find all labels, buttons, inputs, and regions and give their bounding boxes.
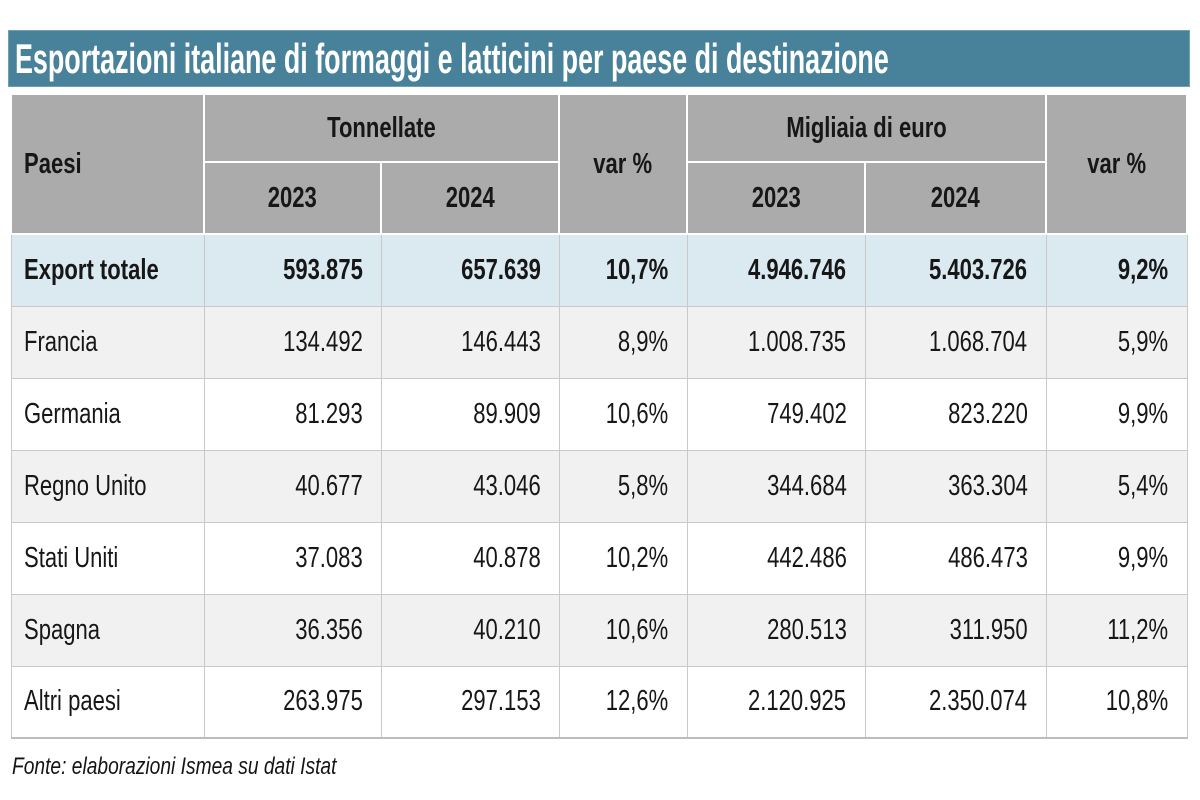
value-cell: 11,2% xyxy=(1045,593,1188,667)
header-year-row: 2023 2024 2023 2024 xyxy=(11,161,1187,235)
table-row-export-totale: Export totale 593.875 657.639 10,7% 4.94… xyxy=(10,233,1188,307)
value-cell: 486.473 xyxy=(864,521,1047,595)
figure-title-bar: Esportazioni italiane di formaggi e latt… xyxy=(8,30,1190,87)
value-cell: 9,2% xyxy=(1045,233,1188,307)
value-cell: 8,9% xyxy=(558,305,688,379)
value-cell: 10,6% xyxy=(558,377,688,451)
value-cell: 10,8% xyxy=(1045,665,1188,739)
table-row-regno-unito: Regno Unito 40.677 43.046 5,8% 344.684 3… xyxy=(10,449,1188,523)
country-cell: Germania xyxy=(10,377,205,451)
table-row-altri-paesi: Altri paesi 263.975 297.153 12,6% 2.120.… xyxy=(10,665,1188,739)
country-cell: Stati Uniti xyxy=(10,521,205,595)
header-group-row: Paesi Tonnellate var % Migliaia di euro … xyxy=(10,93,1188,235)
value-cell: 311.950 xyxy=(864,593,1047,667)
value-cell: 2.350.074 xyxy=(864,665,1047,739)
value-cell: 9,9% xyxy=(1045,521,1188,595)
col-header-var-euro: var % xyxy=(1045,93,1188,235)
table-row-francia: Francia 134.492 146.443 8,9% 1.008.735 1… xyxy=(10,305,1188,379)
country-cell: Regno Unito xyxy=(10,449,205,523)
table-row-stati-uniti: Stati Uniti 37.083 40.878 10,2% 442.486 … xyxy=(10,521,1188,595)
col-group-tonnellate: Tonnellate xyxy=(203,93,560,163)
value-cell: 363.304 xyxy=(864,449,1047,523)
value-cell: 146.443 xyxy=(380,305,560,379)
figure-title: Esportazioni italiane di formaggi e latt… xyxy=(15,34,889,82)
value-cell: 5.403.726 xyxy=(864,233,1047,307)
export-data-table: Paesi Tonnellate var % Migliaia di euro … xyxy=(10,93,1188,739)
value-cell: 280.513 xyxy=(686,593,866,667)
table-row-germania: Germania 81.293 89.909 10,6% 749.402 823… xyxy=(10,377,1188,451)
value-cell: 823.220 xyxy=(864,377,1047,451)
value-cell: 81.293 xyxy=(203,377,382,451)
col-header-paesi: Paesi xyxy=(10,93,205,235)
value-cell: 344.684 xyxy=(686,449,866,523)
value-cell: 10,7% xyxy=(558,233,688,307)
country-cell: Spagna xyxy=(10,593,205,667)
value-cell: 5,9% xyxy=(1045,305,1188,379)
value-cell: 43.046 xyxy=(380,449,560,523)
table-body: Export totale 593.875 657.639 10,7% 4.94… xyxy=(10,233,1188,739)
value-cell: 9,9% xyxy=(1045,377,1188,451)
value-cell: 10,2% xyxy=(558,521,688,595)
value-cell: 10,6% xyxy=(558,593,688,667)
value-cell: 40.677 xyxy=(203,449,382,523)
col-header-tonnellate-2023: 2023 xyxy=(203,161,382,235)
value-cell: 89.909 xyxy=(380,377,560,451)
value-cell: 37.083 xyxy=(203,521,382,595)
value-cell: 5,8% xyxy=(558,449,688,523)
col-header-euro-2024: 2024 xyxy=(864,161,1047,235)
value-cell: 1.008.735 xyxy=(686,305,866,379)
value-cell: 442.486 xyxy=(686,521,866,595)
value-cell: 36.356 xyxy=(203,593,382,667)
value-cell: 2.120.925 xyxy=(686,665,866,739)
col-header-var-tonnellate: var % xyxy=(558,93,688,235)
value-cell: 657.639 xyxy=(380,233,560,307)
figure-page: Esportazioni italiane di formaggi e latt… xyxy=(8,30,1190,780)
value-cell: 40.210 xyxy=(380,593,560,667)
country-cell: Export totale xyxy=(10,233,205,307)
value-cell: 263.975 xyxy=(203,665,382,739)
value-cell: 134.492 xyxy=(203,305,382,379)
country-cell: Francia xyxy=(10,305,205,379)
value-cell: 1.068.704 xyxy=(864,305,1047,379)
col-header-tonnellate-2024: 2024 xyxy=(380,161,560,235)
value-cell: 5,4% xyxy=(1045,449,1188,523)
source-note: Fonte: elaborazioni Ismea su dati Istat xyxy=(12,753,337,780)
country-cell: Altri paesi xyxy=(10,665,205,739)
col-group-migliaia-euro: Migliaia di euro xyxy=(686,93,1047,163)
col-header-euro-2023: 2023 xyxy=(686,161,866,235)
table-row-spagna: Spagna 36.356 40.210 10,6% 280.513 311.9… xyxy=(10,593,1188,667)
table-header: Paesi Tonnellate var % Migliaia di euro … xyxy=(10,93,1188,235)
value-cell: 297.153 xyxy=(380,665,560,739)
value-cell: 749.402 xyxy=(686,377,866,451)
value-cell: 12,6% xyxy=(558,665,688,739)
value-cell: 4.946.746 xyxy=(686,233,866,307)
value-cell: 593.875 xyxy=(203,233,382,307)
value-cell: 40.878 xyxy=(380,521,560,595)
